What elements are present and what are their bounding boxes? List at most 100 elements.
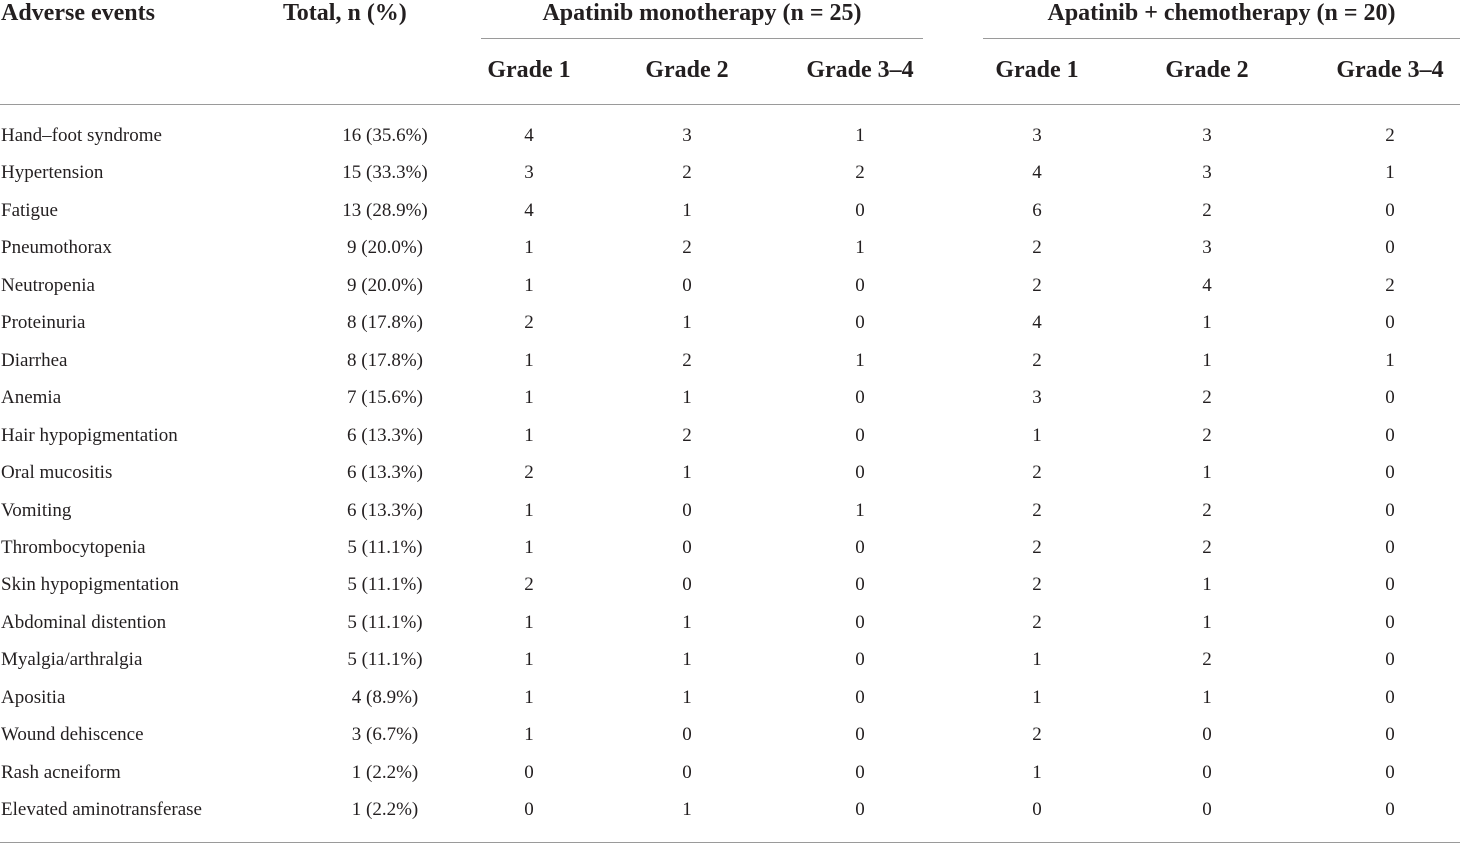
mono-grade-1-count: 1 bbox=[524, 724, 534, 746]
total-count: 8 (17.8%) bbox=[347, 312, 423, 334]
mono-grade-1-count: 1 bbox=[524, 349, 534, 371]
mono-grade-2-count: 1 bbox=[682, 312, 692, 334]
chemo-grade-2-count: 1 bbox=[1202, 462, 1212, 484]
mono-grade-3-4-count: 1 bbox=[855, 349, 865, 371]
mono-grade-3-4-count: 0 bbox=[855, 274, 865, 296]
mono-grade-1-count: 2 bbox=[524, 574, 534, 596]
mono-grade-3-4-count: 0 bbox=[855, 199, 865, 221]
table-row: Diarrhea 8 (17.8%) 1 2 1 2 1 1 bbox=[0, 349, 1460, 386]
mono-grade-2-count: 0 bbox=[682, 724, 692, 746]
adverse-event-label: Myalgia/arthralgia bbox=[1, 649, 143, 671]
mono-grade-2-count: 1 bbox=[682, 799, 692, 821]
mono-grade-1-count: 2 bbox=[524, 462, 534, 484]
mono-grade-2-count: 2 bbox=[682, 349, 692, 371]
chemo-grade-3-4-count: 1 bbox=[1385, 349, 1395, 371]
chemo-grade-2-count: 0 bbox=[1202, 761, 1212, 783]
table-row: Fatigue 13 (28.9%) 4 1 0 6 2 0 bbox=[0, 199, 1460, 236]
chemo-grade-2-count: 1 bbox=[1202, 574, 1212, 596]
mono-grade-2-count: 3 bbox=[682, 125, 692, 146]
chemo-grade-3-4-count: 1 bbox=[1385, 162, 1395, 184]
header-mono-grade-3-4: Grade 3–4 bbox=[806, 57, 914, 83]
mono-grade-2-count: 1 bbox=[682, 649, 692, 671]
chemo-grade-1-count: 2 bbox=[1032, 349, 1042, 371]
table-row: Oral mucositis 6 (13.3%) 2 1 0 2 1 0 bbox=[0, 461, 1460, 498]
mono-grade-1-count: 1 bbox=[524, 686, 534, 708]
chemo-grade-3-4-count: 0 bbox=[1385, 537, 1395, 558]
adverse-event-label: Diarrhea bbox=[1, 349, 68, 371]
mono-grade-1-count: 4 bbox=[524, 199, 534, 221]
chemo-grade-1-count: 2 bbox=[1032, 462, 1042, 484]
mono-grade-3-4-count: 0 bbox=[855, 686, 865, 708]
total-count: 4 (8.9%) bbox=[351, 686, 419, 708]
mono-grade-3-4-count: 0 bbox=[855, 649, 865, 671]
chemo-grade-1-count: 2 bbox=[1032, 724, 1042, 746]
table-row: Thrombocytopenia 5 (11.1%) 1 0 0 2 2 0 bbox=[0, 536, 1460, 573]
mono-grade-3-4-count: 1 bbox=[855, 499, 865, 521]
mono-grade-1-count: 1 bbox=[524, 611, 534, 633]
mono-grade-1-count: 1 bbox=[524, 274, 534, 296]
adverse-event-label: Anemia bbox=[1, 387, 62, 409]
table-bottom-rule bbox=[0, 842, 1460, 843]
adverse-event-label: Elevated aminotransferase bbox=[1, 799, 202, 821]
spanner-rule-combination bbox=[983, 38, 1460, 39]
total-count: 5 (11.1%) bbox=[347, 574, 423, 596]
header-total: Total, n (%) bbox=[283, 0, 407, 26]
chemo-grade-3-4-count: 2 bbox=[1385, 125, 1395, 146]
adverse-event-label: Fatigue bbox=[1, 199, 58, 221]
mono-grade-3-4-count: 0 bbox=[855, 574, 865, 596]
mono-grade-3-4-count: 0 bbox=[855, 799, 865, 821]
adverse-event-label: Rash acneiform bbox=[1, 761, 121, 783]
header-group-combination: Apatinib + chemotherapy (n = 20) bbox=[1047, 0, 1396, 26]
mono-grade-3-4-count: 0 bbox=[855, 462, 865, 484]
chemo-grade-2-count: 2 bbox=[1202, 537, 1212, 558]
mono-grade-1-count: 0 bbox=[524, 761, 534, 783]
adverse-event-label: Hand–foot syndrome bbox=[1, 125, 162, 146]
table-row: Hypertension 15 (33.3%) 3 2 2 4 3 1 bbox=[0, 161, 1460, 198]
adverse-event-label: Hair hypopigmentation bbox=[1, 424, 178, 446]
chemo-grade-1-count: 2 bbox=[1032, 574, 1042, 596]
mono-grade-2-count: 2 bbox=[682, 424, 692, 446]
mono-grade-2-count: 0 bbox=[682, 274, 692, 296]
mono-grade-2-count: 0 bbox=[682, 574, 692, 596]
mono-grade-1-count: 1 bbox=[524, 499, 534, 521]
chemo-grade-1-count: 1 bbox=[1032, 424, 1042, 446]
chemo-grade-2-count: 1 bbox=[1202, 312, 1212, 334]
header-chemo-grade-2: Grade 2 bbox=[1165, 57, 1249, 83]
adverse-event-label: Abdominal distention bbox=[1, 611, 167, 633]
adverse-event-label: Skin hypopigmentation bbox=[1, 574, 179, 596]
total-count: 3 (6.7%) bbox=[351, 724, 419, 746]
chemo-grade-3-4-count: 0 bbox=[1385, 761, 1395, 783]
total-count: 5 (11.1%) bbox=[347, 611, 423, 633]
total-count: 16 (35.6%) bbox=[342, 125, 428, 146]
header-chemo-grade-1: Grade 1 bbox=[995, 57, 1079, 83]
adverse-event-label: Apositia bbox=[1, 686, 66, 708]
header-rule bbox=[0, 104, 1460, 105]
chemo-grade-3-4-count: 0 bbox=[1385, 462, 1395, 484]
mono-grade-2-count: 1 bbox=[682, 199, 692, 221]
chemo-grade-1-count: 2 bbox=[1032, 611, 1042, 633]
table-row: Rash acneiform 1 (2.2%) 0 0 0 1 0 0 bbox=[0, 761, 1460, 798]
chemo-grade-1-count: 6 bbox=[1032, 199, 1042, 221]
mono-grade-2-count: 1 bbox=[682, 686, 692, 708]
mono-grade-1-count: 2 bbox=[524, 312, 534, 334]
chemo-grade-2-count: 1 bbox=[1202, 611, 1212, 633]
chemo-grade-2-count: 4 bbox=[1202, 274, 1212, 296]
mono-grade-3-4-count: 0 bbox=[855, 537, 865, 558]
chemo-grade-3-4-count: 0 bbox=[1385, 574, 1395, 596]
chemo-grade-3-4-count: 0 bbox=[1385, 499, 1395, 521]
mono-grade-1-count: 1 bbox=[524, 537, 534, 558]
mono-grade-3-4-count: 0 bbox=[855, 761, 865, 783]
chemo-grade-2-count: 2 bbox=[1202, 424, 1212, 446]
chemo-grade-1-count: 3 bbox=[1032, 387, 1042, 409]
chemo-grade-1-count: 0 bbox=[1032, 799, 1042, 821]
chemo-grade-1-count: 2 bbox=[1032, 274, 1042, 296]
chemo-grade-3-4-count: 0 bbox=[1385, 387, 1395, 409]
mono-grade-3-4-count: 0 bbox=[855, 387, 865, 409]
chemo-grade-3-4-count: 0 bbox=[1385, 799, 1395, 821]
chemo-grade-1-count: 4 bbox=[1032, 312, 1042, 334]
chemo-grade-3-4-count: 0 bbox=[1385, 611, 1395, 633]
adverse-event-label: Vomiting bbox=[1, 499, 72, 521]
mono-grade-2-count: 1 bbox=[682, 611, 692, 633]
adverse-event-label: Proteinuria bbox=[1, 312, 86, 334]
mono-grade-1-count: 1 bbox=[524, 424, 534, 446]
